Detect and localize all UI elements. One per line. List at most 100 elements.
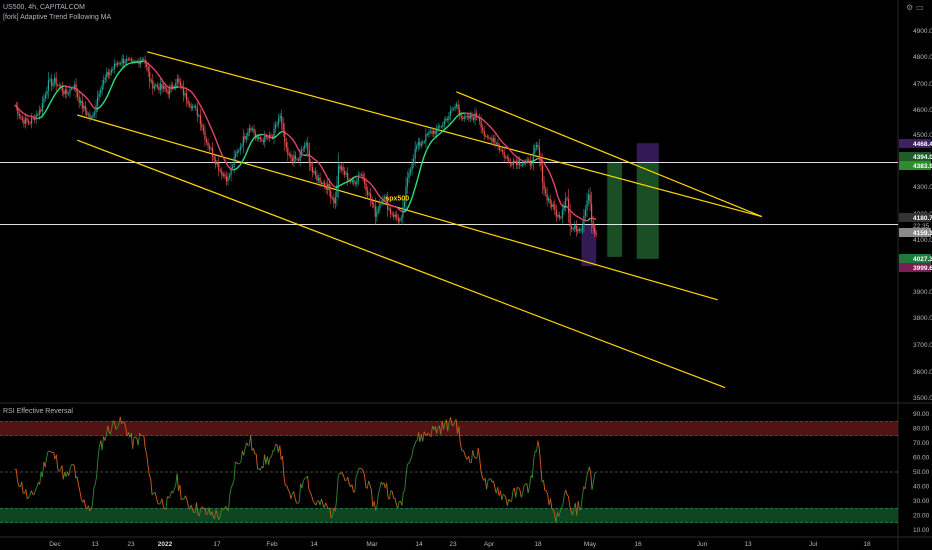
rsi-segment	[462, 449, 465, 453]
rsi-segment	[186, 499, 189, 506]
rsi-segment	[298, 483, 302, 503]
ma-segment	[192, 93, 197, 99]
ma-segment	[300, 153, 305, 157]
rsi-segment	[497, 487, 500, 496]
rsi-segment	[221, 508, 224, 510]
candle-body	[152, 80, 154, 89]
candle-body	[161, 83, 163, 89]
candle-body	[555, 210, 557, 217]
rsi-segment	[72, 464, 75, 467]
candle-body	[104, 77, 106, 80]
candle-body	[400, 217, 402, 220]
candle-body	[560, 217, 562, 219]
rsi-segment	[430, 425, 433, 437]
ma-segment	[309, 155, 314, 159]
ma-segment	[58, 86, 62, 90]
rsi-segment	[364, 474, 367, 487]
rsi-segment	[476, 447, 479, 459]
candle-body	[77, 92, 79, 97]
candle-body	[310, 162, 312, 167]
ma-segment	[186, 88, 191, 92]
candle-body	[500, 149, 502, 151]
candle-body	[251, 128, 254, 131]
rsi-segment	[555, 512, 558, 523]
candle-body	[520, 164, 522, 166]
rsi-segment	[432, 425, 435, 430]
gear-icon[interactable]: ⚙	[906, 3, 914, 12]
candle-body	[100, 90, 102, 94]
ma-segment	[484, 121, 489, 126]
candle-body	[334, 197, 336, 204]
rsi-segment	[296, 502, 299, 504]
rsi-segment	[246, 442, 249, 446]
rsi-segment	[577, 501, 581, 511]
countdown-label: 22:35	[913, 223, 930, 230]
candle-body	[558, 215, 560, 218]
candle-body	[47, 80, 50, 91]
candle-body	[302, 148, 304, 151]
candle-body	[238, 150, 240, 152]
ma-segment	[31, 116, 36, 119]
candle-body	[143, 59, 145, 61]
candle-body	[244, 136, 246, 140]
candle-body	[89, 114, 91, 118]
time-tick-5: Feb	[266, 541, 278, 548]
candle-body	[221, 171, 223, 176]
candle-body	[440, 126, 442, 128]
ma-segment	[394, 205, 398, 209]
ma-segment	[578, 216, 582, 220]
ma-segment	[449, 120, 454, 125]
rsi-segment	[581, 486, 585, 497]
rsi-segment	[368, 480, 371, 486]
candle-body	[506, 156, 508, 159]
rsi-band-oversold	[0, 508, 898, 523]
rsi-segment	[233, 461, 236, 481]
rsi-segment	[33, 489, 36, 495]
rsi-segment	[289, 491, 292, 500]
candle-body	[460, 114, 462, 118]
ma-segment	[367, 181, 372, 185]
rsi-segment	[458, 426, 461, 443]
candle-body	[60, 85, 62, 87]
candle-body	[342, 166, 344, 171]
rsi-segment	[351, 484, 354, 492]
rsi-segment	[225, 506, 228, 510]
rsi-segment	[164, 508, 167, 510]
rsi-segment	[148, 474, 152, 480]
rsi-segment	[482, 477, 485, 481]
ma-segment	[64, 85, 68, 88]
ma-segment	[257, 134, 261, 137]
rsi-segment	[146, 453, 149, 465]
ma-segment	[545, 166, 551, 173]
indicator-title-ma[interactable]: [fork] Adaptive Trend Following MA	[3, 14, 112, 21]
rsi-segment	[189, 504, 192, 510]
candle-body	[284, 130, 286, 143]
candle-body	[258, 136, 260, 139]
indicator-title-rsi[interactable]: RSI Effective Reversal	[3, 408, 73, 415]
candle-body	[551, 203, 553, 207]
candle-body	[181, 85, 183, 88]
rsi-segment	[470, 450, 474, 464]
rsi-segment	[204, 507, 207, 515]
candle-body	[311, 166, 313, 173]
rsi-segment	[551, 507, 554, 510]
candle-body	[27, 120, 30, 123]
candle-body	[204, 131, 206, 140]
rsi-segment	[440, 420, 443, 435]
rsi-segment	[307, 475, 310, 490]
moving-average-layer	[14, 60, 597, 222]
rsi-segment	[30, 490, 34, 495]
candle-body	[50, 79, 53, 86]
scale-icon[interactable]: ▭	[916, 3, 924, 12]
candle-body	[103, 79, 105, 85]
candle-body	[228, 175, 231, 177]
rsi-segment	[323, 502, 327, 509]
ma-segment	[55, 89, 60, 94]
rsi-segment	[42, 461, 45, 477]
candle-body	[380, 202, 383, 204]
rsi-segment	[504, 495, 507, 499]
candle-body	[486, 136, 488, 138]
ma-segment	[212, 133, 217, 141]
rsi-segment	[518, 487, 521, 491]
